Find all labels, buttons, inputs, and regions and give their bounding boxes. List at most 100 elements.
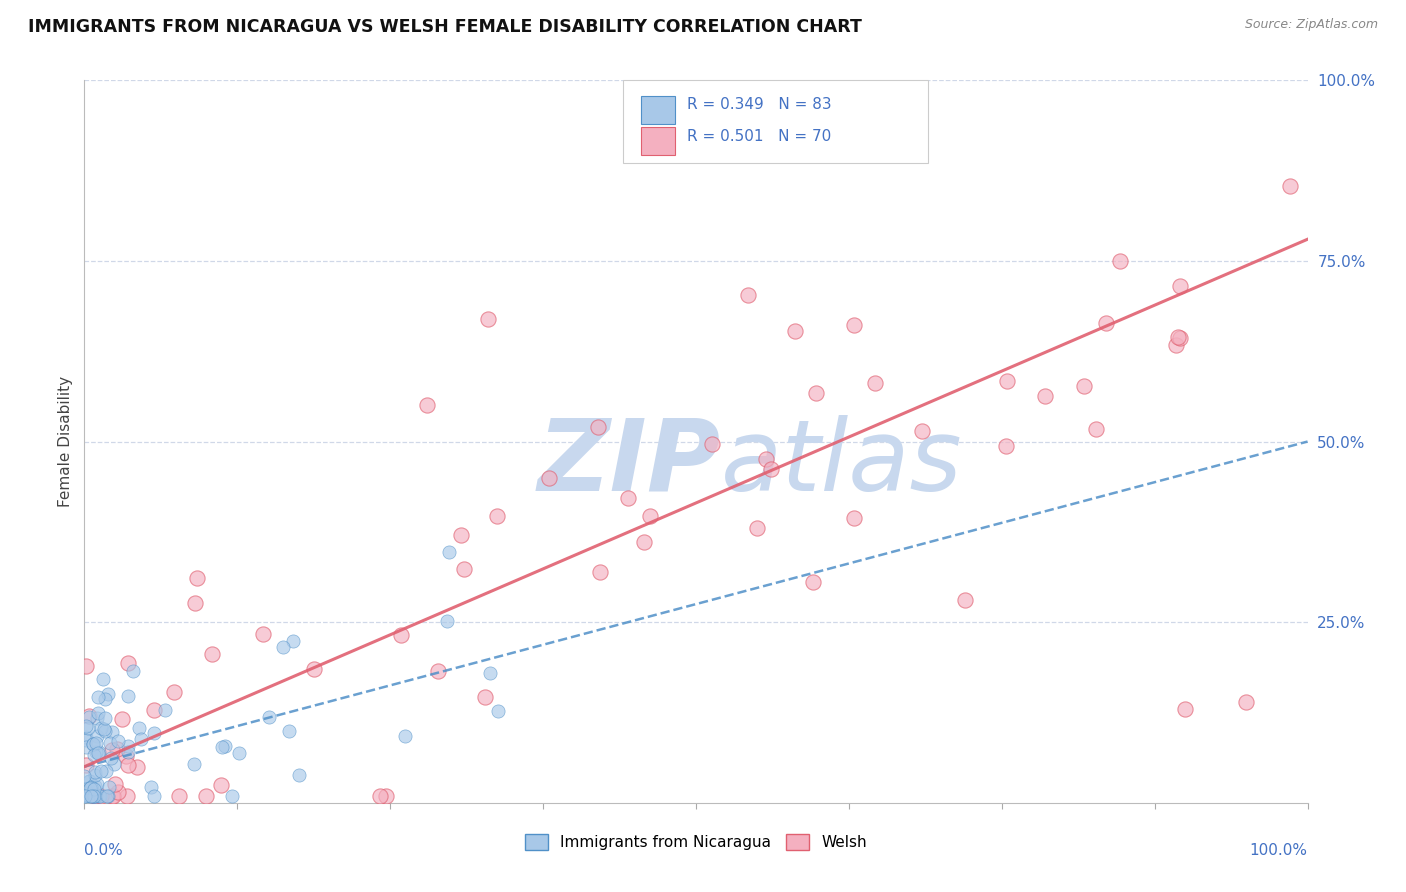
Point (995, 439, 1018, 453)
Point (1109, 253, 1132, 268)
Point (304, 661, 326, 675)
Point (87, 690, 110, 704)
Point (394, 729, 416, 743)
Point (211, 739, 233, 754)
Point (122, 664, 145, 678)
Text: ZIP: ZIP (537, 415, 720, 512)
Point (77, 789, 100, 803)
Point (87, 706, 110, 720)
Point (183, 757, 205, 772)
Point (389, 628, 412, 642)
Point (186, 571, 208, 585)
Point (1168, 279, 1191, 293)
Point (77, 709, 100, 723)
Point (117, 656, 139, 670)
Point (77, 710, 100, 724)
Point (75, 757, 97, 772)
Point (163, 685, 186, 699)
Point (101, 743, 124, 757)
Point (953, 593, 976, 607)
Point (96, 789, 118, 803)
Point (1085, 422, 1108, 436)
Point (474, 690, 496, 705)
Text: IMMIGRANTS FROM NICARAGUA VS WELSH FEMALE DISABILITY CORRELATION CHART: IMMIGRANTS FROM NICARAGUA VS WELSH FEMAL… (28, 18, 862, 36)
Point (86, 776, 108, 790)
Point (842, 511, 865, 525)
Point (82, 737, 104, 751)
Point (82, 789, 104, 803)
Point (370, 789, 392, 803)
Point (83, 747, 105, 762)
Point (117, 745, 139, 759)
Bar (641, 96, 675, 124)
Point (75, 739, 97, 754)
Point (73, 789, 96, 803)
Point (1073, 379, 1095, 393)
Point (252, 627, 274, 641)
Point (117, 757, 139, 772)
Point (86, 711, 108, 725)
Point (228, 746, 250, 760)
Point (427, 664, 450, 678)
Point (131, 731, 153, 746)
Point (1174, 702, 1197, 716)
Point (155, 702, 177, 716)
Point (761, 462, 783, 476)
Bar (641, 128, 675, 154)
Point (97, 789, 120, 803)
Point (82, 789, 104, 803)
Point (416, 398, 439, 412)
Point (93, 722, 115, 736)
Point (783, 324, 806, 338)
Point (87, 789, 110, 803)
Point (84, 779, 107, 793)
Point (1167, 330, 1189, 344)
Point (91, 672, 114, 686)
Point (83, 764, 105, 779)
Point (439, 545, 461, 559)
Point (115, 749, 138, 764)
Point (87, 746, 110, 760)
Point (75, 733, 97, 747)
Point (98, 780, 121, 794)
Point (83, 789, 105, 803)
Point (75, 730, 97, 744)
Point (101, 789, 124, 803)
Point (281, 633, 304, 648)
Point (94, 692, 117, 706)
Point (844, 318, 866, 332)
Point (87, 745, 110, 759)
Point (104, 777, 127, 791)
Point (128, 721, 150, 735)
Point (117, 690, 139, 704)
Point (125, 760, 148, 774)
Point (79, 774, 101, 789)
Point (94, 711, 117, 725)
Point (139, 780, 162, 794)
Point (271, 640, 294, 654)
Point (115, 789, 138, 803)
Point (143, 703, 166, 717)
Point (76, 788, 98, 802)
Point (1278, 179, 1301, 194)
Point (97, 687, 120, 701)
Point (1236, 695, 1258, 709)
Point (911, 424, 934, 438)
Point (453, 562, 475, 576)
Point (80, 789, 103, 803)
Point (142, 789, 165, 803)
Point (84, 768, 107, 782)
Point (101, 725, 124, 739)
Text: R = 0.349   N = 83: R = 0.349 N = 83 (688, 97, 832, 112)
Point (1164, 338, 1187, 352)
Point (90, 789, 112, 803)
Point (755, 451, 778, 466)
Point (82, 737, 104, 751)
Point (1168, 331, 1191, 345)
Point (450, 528, 472, 542)
Point (278, 724, 301, 739)
Y-axis label: Female Disability: Female Disability (58, 376, 73, 508)
Point (79, 781, 101, 796)
Point (184, 596, 207, 610)
Point (105, 742, 128, 756)
